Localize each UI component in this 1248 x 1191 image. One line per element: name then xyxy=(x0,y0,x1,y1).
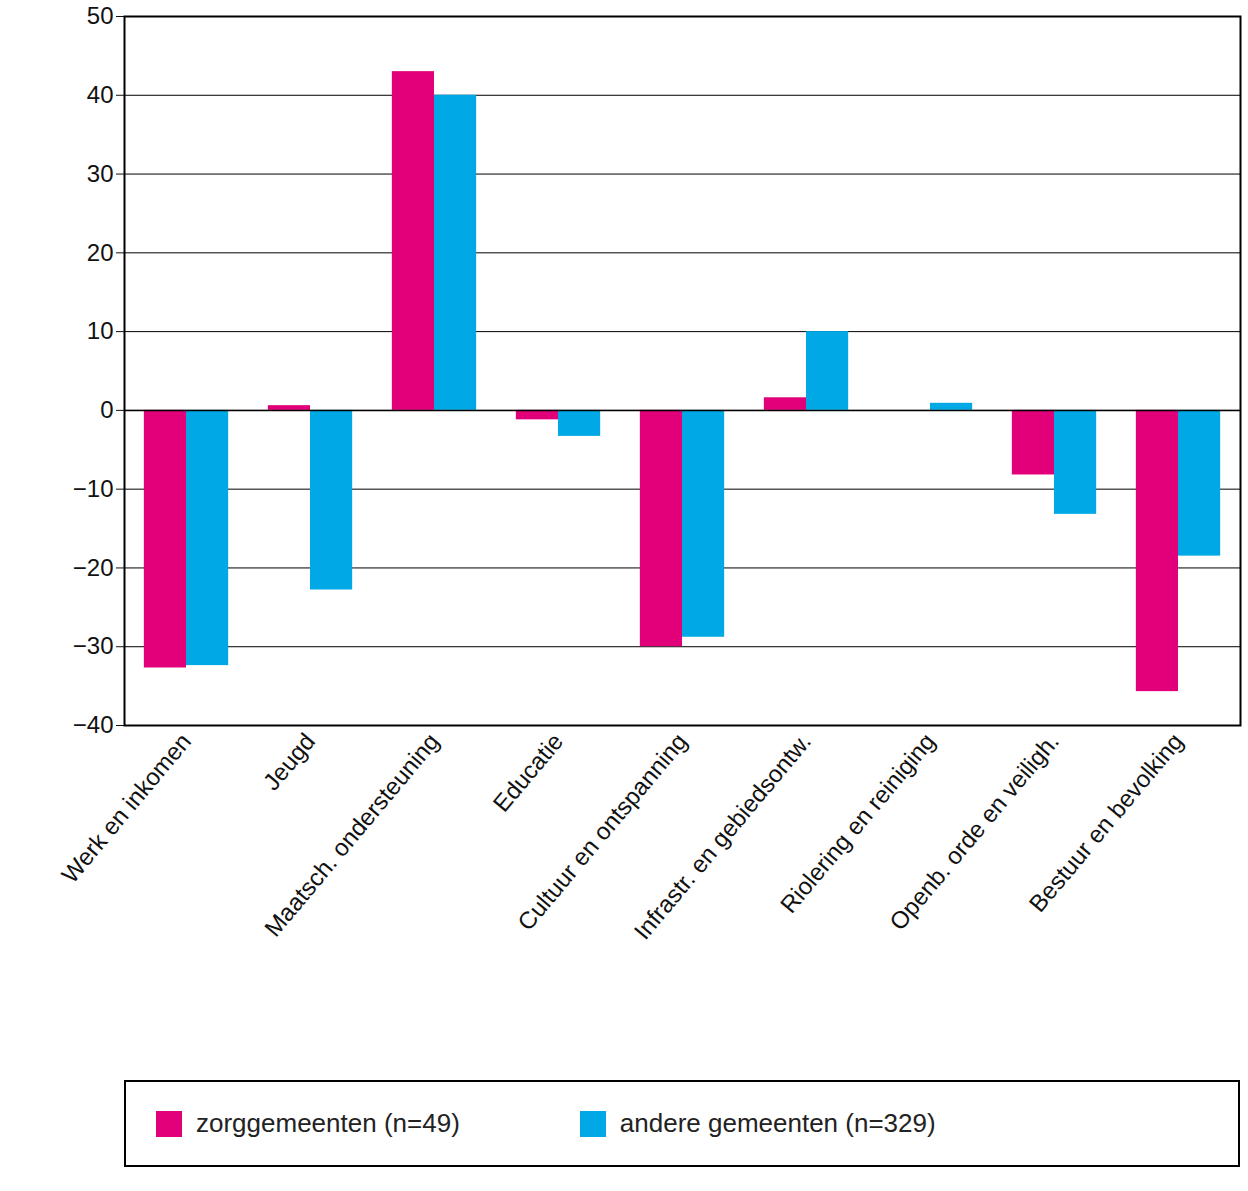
svg-text:Maatsch. ondersteuning: Maatsch. ondersteuning xyxy=(259,728,444,942)
svg-text:50: 50 xyxy=(87,2,114,29)
svg-text:40: 40 xyxy=(87,81,114,108)
svg-text:Bestuur en bevolking: Bestuur en bevolking xyxy=(1023,728,1188,917)
svg-text:30: 30 xyxy=(87,160,114,187)
svg-text:−20: −20 xyxy=(73,554,114,581)
svg-text:−40: −40 xyxy=(73,711,114,738)
svg-text:−30: −30 xyxy=(73,632,114,659)
svg-text:Openb. orde en veiligh.: Openb. orde en veiligh. xyxy=(884,727,1065,936)
svg-text:Educatie: Educatie xyxy=(487,728,568,817)
svg-text:Werk en inkomen: Werk en inkomen xyxy=(56,728,196,888)
svg-text:Infrastr. en gebiedsontw.: Infrastr. en gebiedsontw. xyxy=(628,727,817,945)
svg-text:Cultuur en ontspanning: Cultuur en ontspanning xyxy=(512,727,693,936)
svg-text:Riolering en reiniging: Riolering en reiniging xyxy=(774,727,941,918)
svg-text:−10: −10 xyxy=(73,475,114,502)
svg-text:Jeugd: Jeugd xyxy=(257,728,320,795)
html-text:zorggemeenten (n=49): zorggemeenten (n=49) xyxy=(196,1108,460,1138)
svg-text:10: 10 xyxy=(87,317,114,344)
svg-text:20: 20 xyxy=(87,239,114,266)
svg-text:0: 0 xyxy=(100,396,113,423)
html-text:andere gemeenten (n=329): andere gemeenten (n=329) xyxy=(619,1108,936,1138)
